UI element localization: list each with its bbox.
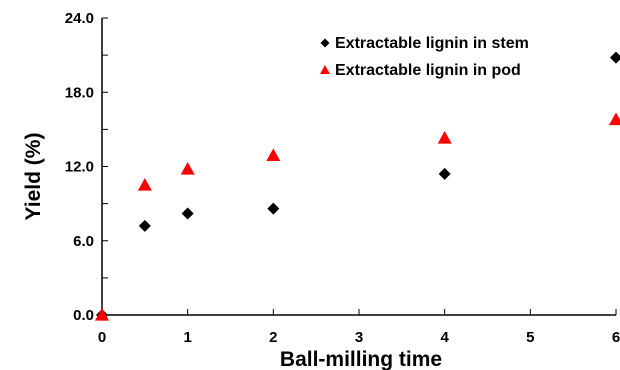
tick-labels: 0.0 6.0 12.0 18.0 24.0 0 1 2 3 4 5 6 [65,10,620,346]
x-tick-label: 3 [355,329,363,346]
pod-point [137,178,152,191]
legend-label: Extractable lignin in stem [335,35,529,52]
legend-stem-marker [320,38,330,48]
x-axis-title: Ball-milling time [280,348,442,370]
stem-point [138,219,151,232]
x-tick-label: 5 [526,329,534,346]
y-tick-label: 24.0 [65,10,94,27]
x-tick-label: 1 [183,329,191,346]
x-tick-label: 2 [269,329,277,346]
pod-point [609,112,620,126]
y-tick-label: 0.0 [73,307,94,324]
y-tick-label: 18.0 [65,84,94,101]
x-tick-label: 4 [440,329,449,346]
stem-point [181,207,194,220]
pod-point [180,161,195,175]
x-tick-label: 0 [98,329,106,346]
x-tick-label: 6 [612,329,620,346]
y-axis-title: Yield (%) [22,133,45,221]
stem-point [610,51,620,64]
y-tick-label: 6.0 [73,233,94,250]
legend-pod-marker [320,65,330,74]
legend-label: Extractable lignin in pod [335,62,521,79]
stem-point [267,202,280,215]
pod-point [437,131,452,144]
pod-point [95,308,109,321]
legend: Extractable lignin in stem Extractable li… [320,35,529,79]
pod-point [266,148,281,161]
y-tick-label: 12.0 [65,159,94,176]
data-markers [95,51,620,321]
stem-point [438,167,451,180]
